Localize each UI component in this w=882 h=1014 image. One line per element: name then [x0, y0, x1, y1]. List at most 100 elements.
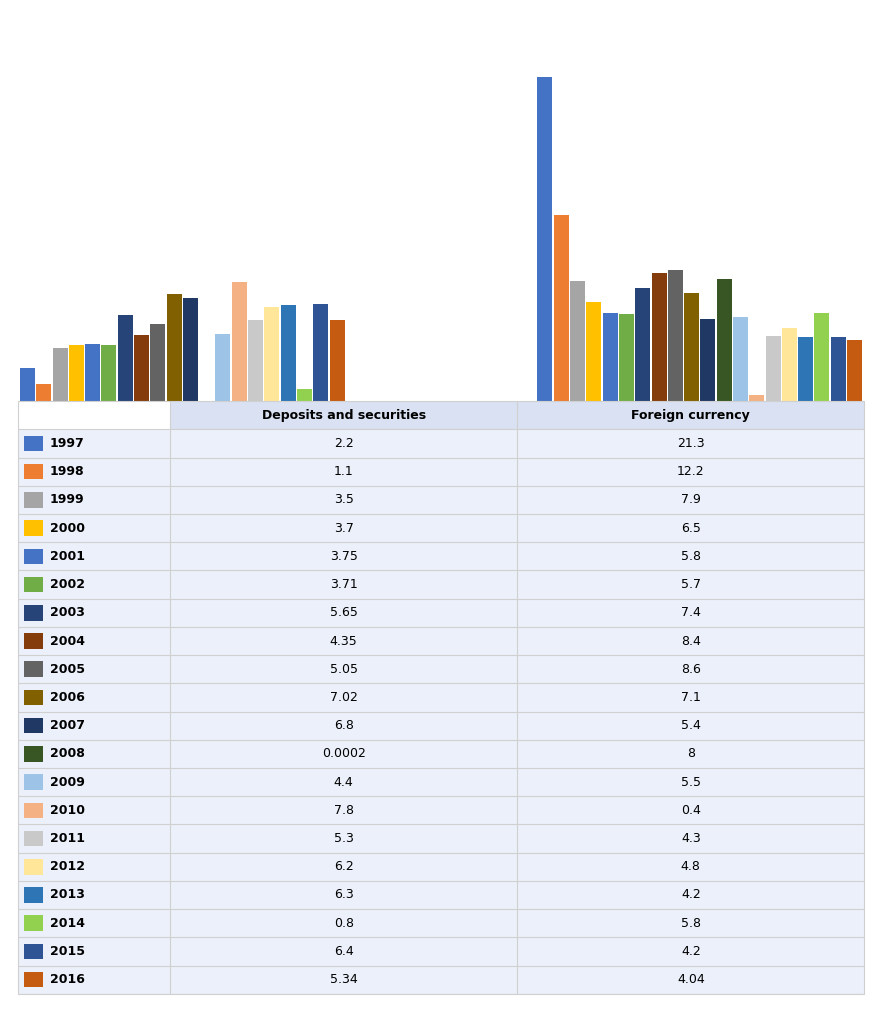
Text: 6.8: 6.8 — [333, 719, 354, 732]
Bar — [18, 740, 864, 768]
Bar — [183, 297, 198, 402]
Text: 2006: 2006 — [49, 691, 85, 704]
Bar — [25, 775, 43, 790]
Bar — [18, 965, 864, 994]
Text: 4.8: 4.8 — [681, 860, 700, 873]
Text: 4.04: 4.04 — [676, 973, 705, 986]
Text: 2001: 2001 — [49, 550, 85, 563]
Bar — [18, 853, 864, 881]
Bar — [25, 944, 43, 959]
Bar — [517, 402, 864, 429]
Bar — [36, 384, 51, 402]
Bar — [700, 319, 715, 402]
Bar — [18, 910, 864, 937]
Text: 2011: 2011 — [49, 832, 85, 845]
Text: 2000: 2000 — [49, 521, 85, 534]
Bar — [25, 802, 43, 818]
Bar — [248, 320, 263, 402]
Text: 5.7: 5.7 — [681, 578, 701, 591]
Text: 2007: 2007 — [49, 719, 85, 732]
Bar — [25, 634, 43, 649]
Bar — [25, 492, 43, 508]
Bar — [25, 887, 43, 902]
Bar — [25, 464, 43, 480]
Bar — [684, 293, 699, 402]
Bar — [18, 542, 864, 571]
Text: 8.4: 8.4 — [681, 635, 700, 648]
Text: 4.3: 4.3 — [681, 832, 700, 845]
Bar — [134, 335, 149, 402]
Text: 7.4: 7.4 — [681, 606, 700, 620]
Text: 7.1: 7.1 — [681, 691, 700, 704]
Bar — [652, 273, 667, 402]
Bar — [750, 395, 765, 402]
Text: 2013: 2013 — [49, 888, 85, 901]
Bar — [717, 279, 732, 402]
Bar — [798, 338, 813, 402]
Bar — [25, 859, 43, 874]
Text: 0.4: 0.4 — [681, 804, 700, 817]
Text: 2016: 2016 — [49, 973, 85, 986]
Text: 6.5: 6.5 — [681, 521, 700, 534]
Text: 3.75: 3.75 — [330, 550, 357, 563]
Bar — [18, 712, 864, 740]
Text: 1997: 1997 — [49, 437, 85, 450]
Text: 7.8: 7.8 — [333, 804, 354, 817]
Bar — [280, 305, 295, 402]
Text: 5.5: 5.5 — [681, 776, 701, 789]
Text: 6.4: 6.4 — [333, 945, 354, 958]
Text: 5.05: 5.05 — [330, 663, 357, 675]
Bar — [265, 306, 280, 402]
Bar — [150, 324, 165, 402]
Text: 2010: 2010 — [49, 804, 85, 817]
Text: 4.4: 4.4 — [333, 776, 354, 789]
Bar — [25, 830, 43, 847]
Bar — [297, 389, 312, 402]
Bar — [18, 655, 864, 683]
Text: 2.2: 2.2 — [333, 437, 354, 450]
Bar — [69, 345, 84, 402]
Bar — [847, 340, 862, 402]
Bar — [117, 315, 132, 402]
Bar — [831, 338, 846, 402]
Text: 2003: 2003 — [49, 606, 85, 620]
Text: 6.3: 6.3 — [333, 888, 354, 901]
Bar — [635, 288, 650, 402]
Text: 7.02: 7.02 — [330, 691, 357, 704]
Text: 2015: 2015 — [49, 945, 85, 958]
Text: 5.34: 5.34 — [330, 973, 357, 986]
Bar — [330, 319, 345, 402]
Bar — [25, 577, 43, 592]
Text: 2009: 2009 — [49, 776, 85, 789]
Text: 5.8: 5.8 — [681, 917, 701, 930]
Text: 4.2: 4.2 — [681, 945, 700, 958]
Bar — [766, 336, 781, 402]
Bar — [25, 746, 43, 762]
Bar — [18, 796, 864, 824]
Text: 3.7: 3.7 — [333, 521, 354, 534]
Text: 8: 8 — [687, 747, 695, 760]
Bar — [18, 683, 864, 712]
Bar — [587, 302, 602, 402]
Bar — [814, 313, 829, 402]
Bar — [18, 598, 864, 627]
Bar — [602, 313, 617, 402]
Bar — [18, 429, 864, 457]
Bar — [18, 571, 864, 598]
Text: 5.4: 5.4 — [681, 719, 700, 732]
Bar — [25, 971, 43, 988]
Bar — [25, 718, 43, 733]
Bar — [18, 881, 864, 910]
Bar — [25, 661, 43, 677]
Text: 4.35: 4.35 — [330, 635, 357, 648]
Bar — [18, 457, 864, 486]
Text: 21.3: 21.3 — [677, 437, 705, 450]
Text: 2012: 2012 — [49, 860, 85, 873]
Text: 5.8: 5.8 — [681, 550, 701, 563]
Bar — [554, 215, 569, 402]
Bar — [170, 402, 517, 429]
Text: 2008: 2008 — [49, 747, 85, 760]
Text: 5.3: 5.3 — [333, 832, 354, 845]
Text: 6.2: 6.2 — [333, 860, 354, 873]
Text: 2005: 2005 — [49, 663, 85, 675]
